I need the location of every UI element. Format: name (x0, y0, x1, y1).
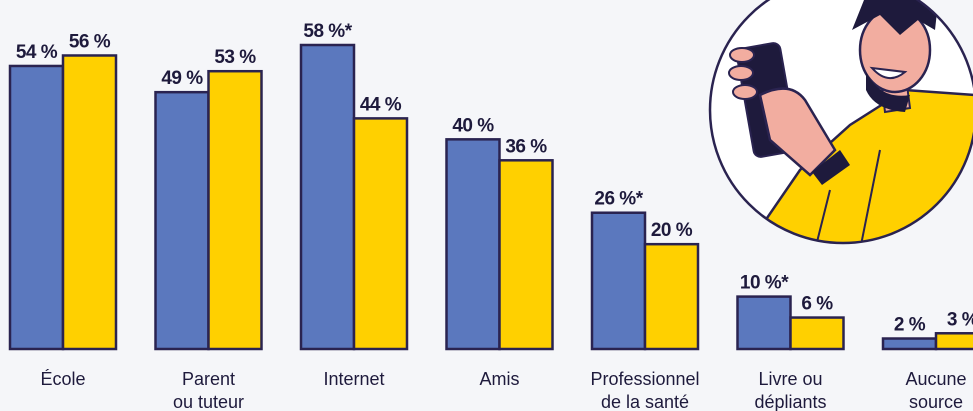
value-label: 20 % (651, 220, 693, 241)
category-label: Aucune (905, 369, 966, 389)
bar-blue-4 (590, 211, 647, 351)
category-label: Amis (480, 369, 520, 389)
category-label: Professionnel (590, 369, 699, 389)
category-label: Parent (182, 369, 235, 389)
bar-yellow-5 (789, 316, 845, 351)
value-label: 44 % (360, 94, 402, 115)
category-label: ou tuteur (173, 392, 244, 411)
value-label: 54 % (16, 42, 58, 63)
value-label: 58 %* (303, 21, 352, 42)
category-labels-layer: École Parent ou tuteur Internet Amis Professi… (40, 369, 966, 411)
value-label: 26 %* (594, 189, 643, 210)
value-labels-layer: 54 % 56 % 49 % 53 % 58 %* 44 % 40 % 36 % 26 %* 20… (16, 21, 973, 336)
value-label: 3 % (947, 309, 973, 330)
bar-blue-6 (881, 337, 938, 351)
bar-blue-5 (736, 295, 792, 351)
category-label: source (909, 392, 963, 411)
bar-yellow-4 (643, 242, 700, 351)
category-label: École (40, 369, 85, 389)
category-label: Livre ou (758, 369, 822, 389)
bar-yellow-1 (207, 69, 263, 351)
value-label: 2 % (894, 315, 926, 336)
bar-yellow-2 (352, 117, 409, 351)
category-label: Internet (323, 369, 384, 389)
value-label: 49 % (161, 68, 203, 89)
category-label: de la santé (601, 392, 689, 411)
value-label: 53 % (214, 47, 256, 68)
bar-blue-0 (8, 64, 65, 351)
bar-yellow-3 (498, 159, 554, 351)
person-holding-phone-icon (708, 0, 973, 245)
value-label: 40 % (452, 115, 494, 136)
bar-yellow-0 (61, 54, 118, 351)
value-label: 10 %* (740, 273, 789, 294)
bar-blue-2 (299, 43, 356, 351)
value-label: 36 % (505, 136, 547, 157)
category-label: dépliants (754, 392, 826, 411)
value-label: 6 % (801, 294, 833, 315)
bar-yellow-6 (934, 332, 973, 351)
value-label: 56 % (69, 31, 111, 52)
bar-blue-3 (445, 138, 501, 351)
bars-layer (8, 43, 973, 351)
bar-blue-1 (154, 90, 210, 351)
